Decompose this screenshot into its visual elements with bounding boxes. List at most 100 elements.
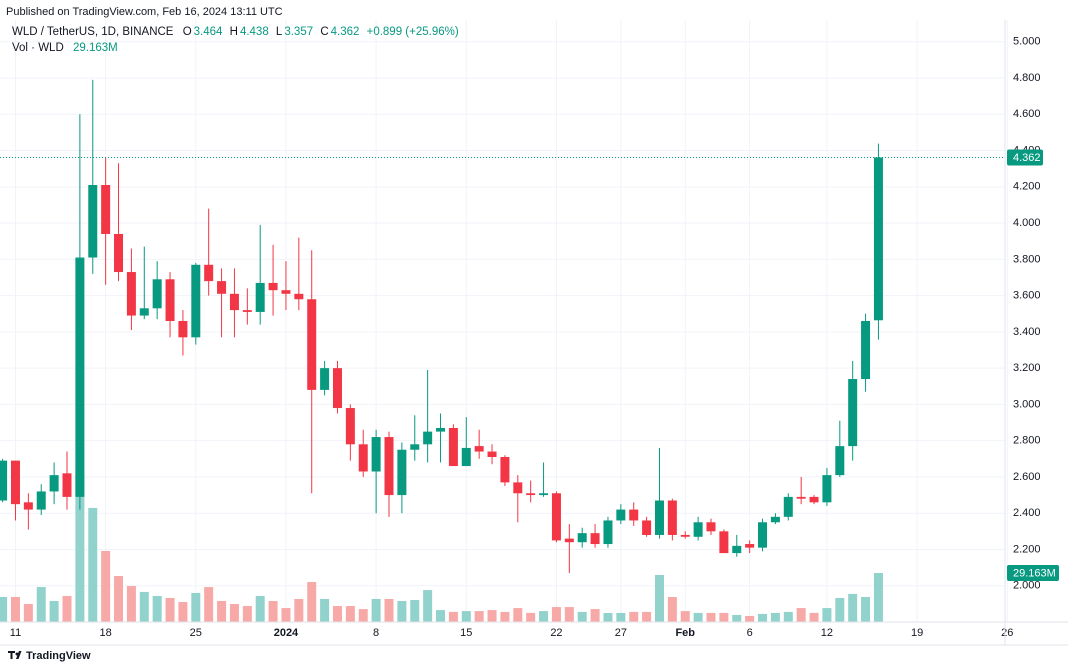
- candle-body: [139, 308, 149, 316]
- volume-bar: [706, 612, 716, 622]
- volume-bar: [397, 601, 407, 622]
- volume-bar: [526, 612, 536, 622]
- volume-bar: [461, 611, 471, 622]
- volume-bar: [320, 598, 330, 622]
- volume-bar: [332, 606, 342, 622]
- candle-body: [242, 310, 252, 312]
- volume-bar: [268, 601, 278, 622]
- volume-bar: [178, 602, 188, 622]
- volume-bar: [719, 612, 729, 622]
- candle-body: [436, 427, 446, 432]
- candle-body: [217, 281, 227, 294]
- x-tick-label: 11: [10, 627, 21, 639]
- volume-bar: [822, 608, 832, 622]
- legend: WLD / TetherUS, 1D, BINANCE O 3.464 H 4.43…: [12, 24, 463, 56]
- candle-body: [861, 321, 871, 380]
- legend-title: WLD / TetherUS, 1D, BINANCE: [12, 26, 174, 38]
- volume-bar: [423, 590, 433, 622]
- legend-close: 4.362: [330, 26, 360, 38]
- volume-bar: [204, 587, 214, 622]
- y-tick-label: 4.200: [1013, 181, 1041, 193]
- candle-body: [165, 279, 175, 321]
- candle-body: [642, 520, 652, 535]
- y-tick-label: 2.000: [1013, 580, 1041, 592]
- y-tick-label: 3.600: [1013, 290, 1041, 302]
- y-tick-label: 3.000: [1013, 398, 1041, 410]
- candle-body: [848, 379, 858, 447]
- candle-body: [410, 444, 420, 450]
- volume-bar: [152, 595, 162, 622]
- candle-body: [680, 534, 690, 537]
- x-tick-label: 25: [190, 627, 202, 639]
- volume-bar: [809, 612, 819, 622]
- volume-bar: [835, 597, 845, 622]
- candle-body: [204, 264, 214, 282]
- candle-body: [835, 446, 845, 476]
- candle-body: [152, 279, 162, 309]
- candle-body: [809, 496, 819, 503]
- candle-body: [758, 522, 768, 548]
- candle-body: [783, 496, 793, 517]
- volume-bar: [281, 608, 291, 622]
- volume-bar: [191, 592, 201, 622]
- volume-bar: [242, 606, 252, 622]
- volume-bar: [745, 615, 755, 622]
- candle-body: [229, 293, 239, 311]
- volume-bar: [23, 604, 33, 622]
- legend-open: 3.464: [193, 26, 223, 38]
- candle-body: [332, 368, 342, 409]
- volume-title: Vol · WLD: [12, 42, 64, 54]
- volume-bar: [551, 607, 561, 622]
- candle-body: [526, 493, 536, 496]
- grid: [0, 20, 1008, 622]
- volume-bar: [62, 595, 72, 622]
- candle-body: [49, 475, 59, 492]
- x-tick-label: 8: [373, 627, 379, 639]
- volume-bar: [448, 611, 458, 622]
- candle-body: [487, 451, 497, 457]
- y-tick-label: 5.000: [1013, 36, 1041, 48]
- x-tick-label: 27: [615, 627, 627, 639]
- y-tick-label: 2.800: [1013, 435, 1041, 447]
- candle-body: [732, 545, 742, 554]
- legend-l-label: L: [275, 26, 283, 38]
- volume-bar: [732, 614, 742, 622]
- candle-body: [397, 449, 407, 496]
- last-price-box: [1007, 149, 1043, 166]
- y-tick-label: 4.000: [1013, 217, 1041, 229]
- volume-bar: [0, 596, 8, 622]
- volume-bar: [294, 598, 304, 622]
- x-tick-label: 2024: [274, 627, 299, 639]
- candle-body: [616, 509, 626, 521]
- volume-bar: [513, 608, 523, 622]
- legend-c-label: C: [320, 26, 329, 38]
- x-tick-label: 26: [1001, 627, 1013, 639]
- legend-o-label: O: [182, 26, 192, 38]
- y-tick-label: 2.400: [1013, 507, 1041, 519]
- volume-pane: [0, 470, 883, 622]
- y-tick-label: 3.200: [1013, 362, 1041, 374]
- candle-body: [62, 473, 72, 497]
- volume-bar: [229, 604, 239, 622]
- volume-label-box: [1007, 565, 1059, 582]
- candle-body: [693, 522, 703, 537]
- candle-body: [448, 427, 458, 467]
- volume-bar: [770, 612, 780, 622]
- x-tick-label: 19: [911, 627, 923, 639]
- last-price-label: 4.362: [1013, 152, 1041, 164]
- candle-body: [281, 290, 291, 294]
- volume-bar: [654, 574, 664, 622]
- candle-body: [629, 509, 639, 521]
- volume-bar: [139, 591, 149, 622]
- volume-bar: [693, 612, 703, 622]
- x-tick-label: 18: [100, 627, 112, 639]
- candle-body: [745, 544, 755, 548]
- volume-bar: [49, 601, 59, 622]
- volume-bar: [126, 586, 136, 622]
- volume-bar: [371, 598, 381, 622]
- volume-bar: [410, 599, 420, 622]
- volume-bar: [358, 609, 368, 622]
- volume-bar: [564, 607, 574, 622]
- volume-bar: [848, 593, 858, 622]
